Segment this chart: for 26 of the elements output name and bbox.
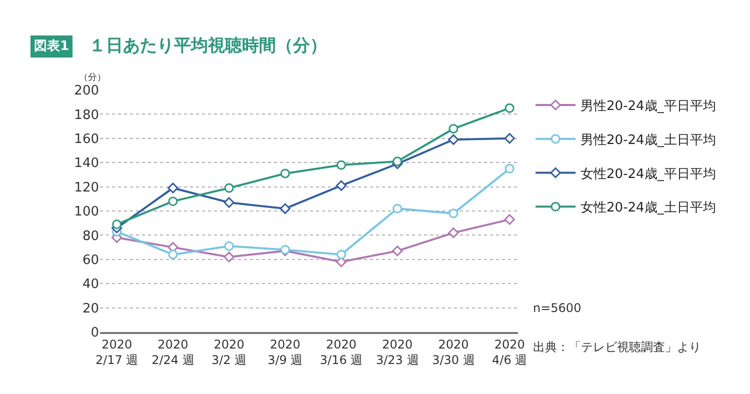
text: 図表1	[34, 39, 70, 54]
y-tick-label: 140	[74, 156, 99, 172]
source-note: 出典：「テレビ視聴調査」より	[533, 340, 701, 354]
y-tick-label: 60	[82, 252, 99, 268]
y-tick-label: 40	[82, 277, 99, 292]
y-tick-label: 80	[82, 228, 99, 244]
x-tick-label: 2020 3/23 週	[376, 337, 419, 367]
y-tick-label: 120	[74, 180, 99, 196]
legend-label: 女性20-24歳_土日平均	[580, 200, 716, 216]
text: n=5600	[533, 301, 582, 315]
y-axis-title: （分）	[79, 72, 106, 83]
x-tick-label: 2020 3/30 週	[432, 337, 475, 367]
x-tick-label: 2020 2/24 週	[152, 337, 194, 367]
x-tick-label: 2020 3/9 週	[268, 337, 303, 367]
legend-label: 男性20-24歳_土日平均	[580, 132, 716, 148]
x-tick-label: 2020 3/2 週	[211, 337, 247, 367]
y-tick-label: 100	[74, 204, 99, 220]
x-tick-label: 2020 4/6 週	[492, 337, 528, 367]
legend-label: 女性20-24歳_平日平均	[580, 166, 716, 182]
y-tick-label: 180	[74, 108, 99, 123]
y-tick-label: 160	[74, 132, 99, 147]
y-tick-label: 20	[82, 301, 99, 316]
legend-label: 男性20-24歳_平日平均	[580, 99, 716, 114]
y-tick-label: 200	[74, 84, 99, 99]
chart-title: １日あたり平均視聴時間（分）	[89, 36, 327, 56]
x-tick-label: 2020 3/16 週	[320, 337, 363, 367]
